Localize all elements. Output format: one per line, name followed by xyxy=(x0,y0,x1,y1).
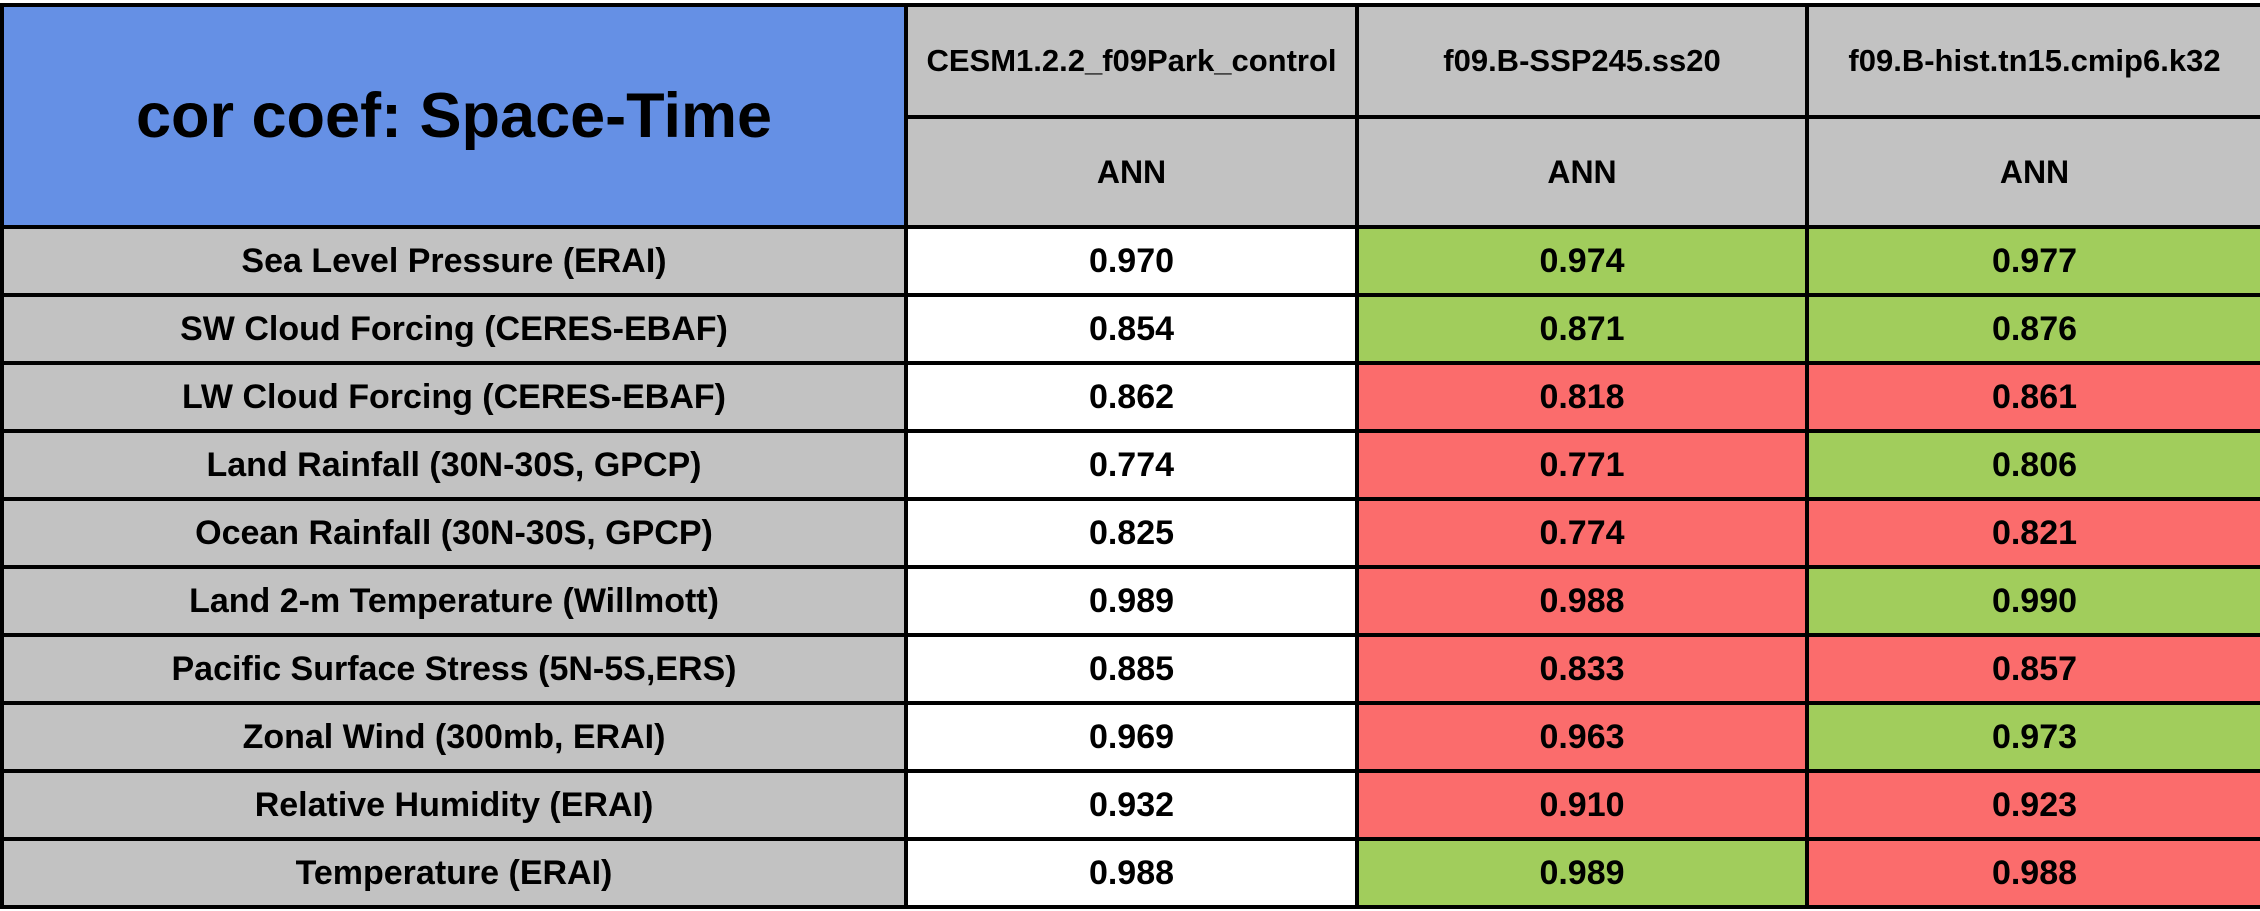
value-cell: 0.974 xyxy=(1355,225,1809,297)
value-cell: 0.806 xyxy=(1805,429,2260,501)
metric-row: Temperature (ERAI) 0.988 0.989 0.988 xyxy=(0,837,2260,909)
model-header-ssp245: f09.B-SSP245.ss20 xyxy=(1355,3,1809,119)
metric-label: Land 2-m Temperature (Willmott) xyxy=(0,565,908,637)
model-header-control: CESM1.2.2_f09Park_control xyxy=(904,3,1359,119)
value-cell: 0.825 xyxy=(904,497,1359,569)
value-cell: 0.970 xyxy=(904,225,1359,297)
value-cell: 0.833 xyxy=(1355,633,1809,705)
value-cell: 0.969 xyxy=(904,701,1359,773)
metric-label: Ocean Rainfall (30N-30S, GPCP) xyxy=(0,497,908,569)
value-cell: 0.857 xyxy=(1805,633,2260,705)
metrics-body: Sea Level Pressure (ERAI) 0.970 0.974 0.977… xyxy=(0,225,2260,909)
value-cell: 0.963 xyxy=(1355,701,1809,773)
value-cell: 0.988 xyxy=(1355,565,1809,637)
metric-row: Land Rainfall (30N-30S, GPCP) 0.774 0.771 0… xyxy=(0,429,2260,501)
value-cell: 0.821 xyxy=(1805,497,2260,569)
value-cell: 0.871 xyxy=(1355,293,1809,365)
value-cell: 0.861 xyxy=(1805,361,2260,433)
model-header-row: cor coef: Space-Time CESM1.2.2_f09Park_c… xyxy=(0,3,2260,229)
season-header-3: ANN xyxy=(1805,115,2260,229)
metric-row: Land 2-m Temperature (Willmott) 0.989 0.98… xyxy=(0,565,2260,637)
value-cell: 0.932 xyxy=(904,769,1359,841)
value-cell: 0.774 xyxy=(904,429,1359,501)
value-cell: 0.910 xyxy=(1355,769,1809,841)
value-cell: 0.862 xyxy=(904,361,1359,433)
value-cell: 0.988 xyxy=(904,837,1359,909)
model-header-hist: f09.B-hist.tn15.cmip6.k32 xyxy=(1805,3,2260,119)
metric-row: LW Cloud Forcing (CERES-EBAF) 0.862 0.818 0… xyxy=(0,361,2260,433)
value-cell: 0.977 xyxy=(1805,225,2260,297)
metric-label: Relative Humidity (ERAI) xyxy=(0,769,908,841)
value-cell: 0.854 xyxy=(904,293,1359,365)
value-cell: 0.988 xyxy=(1805,837,2260,909)
value-cell: 0.771 xyxy=(1355,429,1809,501)
metric-row: Ocean Rainfall (30N-30S, GPCP) 0.825 0.774… xyxy=(0,497,2260,569)
table-title: cor coef: Space-Time xyxy=(0,3,908,229)
value-cell: 0.990 xyxy=(1805,565,2260,637)
season-header-row: ANN ANN ANN xyxy=(2,115,2260,229)
metric-row: Relative Humidity (ERAI) 0.932 0.910 0.923 xyxy=(0,769,2260,841)
metric-label: Pacific Surface Stress (5N-5S,ERS) xyxy=(0,633,908,705)
value-cell: 0.989 xyxy=(904,565,1359,637)
value-cell: 0.876 xyxy=(1805,293,2260,365)
value-cell: 0.973 xyxy=(1805,701,2260,773)
value-cell: 0.989 xyxy=(1355,837,1809,909)
metric-row: Sea Level Pressure (ERAI) 0.970 0.974 0.977 xyxy=(0,225,2260,297)
metrics-table: cor coef: Space-Time CESM1.2.2_f09Park_c… xyxy=(0,3,2260,909)
metric-label: Temperature (ERAI) xyxy=(0,837,908,909)
metric-label: Land Rainfall (30N-30S, GPCP) xyxy=(0,429,908,501)
metric-row: SW Cloud Forcing (CERES-EBAF) 0.854 0.871 0… xyxy=(0,293,2260,365)
metric-label: LW Cloud Forcing (CERES-EBAF) xyxy=(0,361,908,433)
value-cell: 0.923 xyxy=(1805,769,2260,841)
value-cell: 0.818 xyxy=(1355,361,1809,433)
value-cell: 0.885 xyxy=(904,633,1359,705)
metric-label: Sea Level Pressure (ERAI) xyxy=(0,225,908,297)
metric-label: Zonal Wind (300mb, ERAI) xyxy=(0,701,908,773)
metric-row: Zonal Wind (300mb, ERAI) 0.969 0.963 0.973 xyxy=(0,701,2260,773)
metric-row: Pacific Surface Stress (5N-5S,ERS) 0.885 0… xyxy=(0,633,2260,705)
season-header-1: ANN xyxy=(904,115,1359,229)
value-cell: 0.774 xyxy=(1355,497,1809,569)
metric-label: SW Cloud Forcing (CERES-EBAF) xyxy=(0,293,908,365)
season-header-2: ANN xyxy=(1355,115,1809,229)
